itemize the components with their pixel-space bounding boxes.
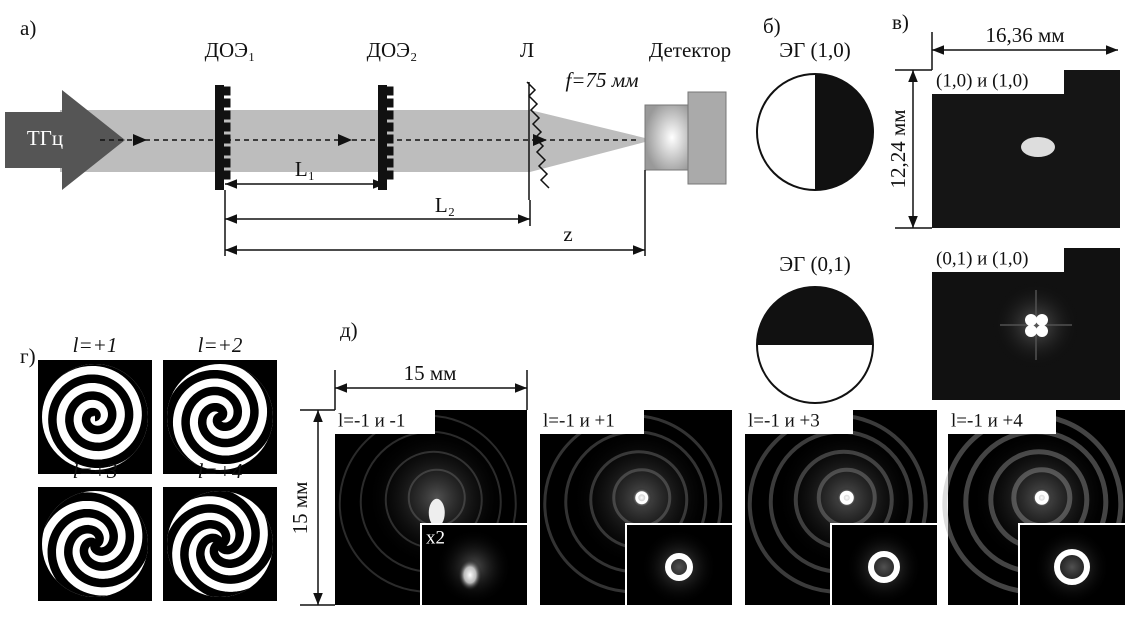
spot — [1036, 314, 1048, 326]
inset-spot — [458, 559, 482, 591]
doe1-label: ДОЭ₁ — [205, 38, 256, 62]
panel-label: б) — [763, 14, 781, 38]
doe2-label: ДОЭ₂ — [367, 38, 418, 62]
l1-label: L₁ — [295, 157, 315, 181]
l2-label: L₂ — [435, 193, 455, 217]
focal-label: f=75 мм — [565, 68, 638, 92]
panel-label: г) — [20, 344, 36, 368]
image-label: l=-1 и -1 — [338, 410, 405, 431]
source-arrow — [5, 90, 125, 190]
inset-halo — [1034, 529, 1110, 605]
spot — [632, 488, 652, 508]
detector-body — [645, 105, 690, 170]
source-label: ТГц — [27, 126, 63, 150]
image-label: (0,1) и (1,0) — [936, 248, 1028, 269]
phase-plates: г) l=+1 l=+2 l=+3 l=+4 — [20, 333, 282, 606]
mode-label: ЭГ (1,0) — [779, 38, 851, 62]
doe1 — [215, 85, 224, 190]
spot — [1021, 137, 1055, 157]
mode-label: ЭГ (0,1) — [779, 252, 851, 276]
z-label: z — [563, 222, 572, 246]
width-label: 16,36 мм — [985, 23, 1064, 47]
phase-label: l=+4 — [198, 459, 243, 483]
image-label: (1,0) и (1,0) — [936, 70, 1028, 91]
doe2 — [378, 85, 387, 190]
height-label: 12,24 мм — [886, 109, 910, 188]
spot — [1036, 325, 1048, 337]
hg-results: в) 16,36 мм 12,24 мм (1,0) и (1,0) (0,1)… — [886, 10, 1120, 400]
mode-masks: б) ЭГ (1,0) ЭГ (0,1) — [757, 14, 873, 403]
panel-label: в) — [892, 10, 909, 34]
phase-label: l=+3 — [73, 459, 118, 483]
zoom-label: x2 — [426, 527, 445, 548]
phase-label: l=+2 — [198, 333, 243, 357]
setup-diagram: а) ДОЭ₁ ДОЭ₂ Л f=75 мм Детектор ТГц L₁ L… — [5, 16, 731, 256]
panel-label: д) — [340, 318, 358, 342]
phase-label: l=+1 — [73, 333, 118, 357]
image-label: l=-1 и +4 — [951, 410, 1023, 431]
panel-label: а) — [20, 16, 36, 40]
spot — [1025, 325, 1037, 337]
lens-label: Л — [520, 38, 534, 62]
image-label: l=-1 и +3 — [748, 410, 820, 431]
spot — [1025, 314, 1037, 326]
beam — [60, 110, 645, 172]
inset-halo — [846, 529, 922, 605]
detector-back — [688, 92, 726, 184]
height-label: 15 мм — [288, 482, 312, 535]
width-label: 15 мм — [404, 361, 457, 385]
mask-half — [815, 74, 873, 190]
spot — [429, 499, 445, 527]
image-label: l=-1 и +1 — [543, 410, 615, 431]
detector-label: Детектор — [649, 38, 731, 62]
mask-half — [757, 287, 873, 345]
inset-halo — [641, 529, 717, 605]
figure: а) ДОЭ₁ ДОЭ₂ Л f=75 мм Детектор ТГц L₁ L… — [0, 0, 1132, 626]
